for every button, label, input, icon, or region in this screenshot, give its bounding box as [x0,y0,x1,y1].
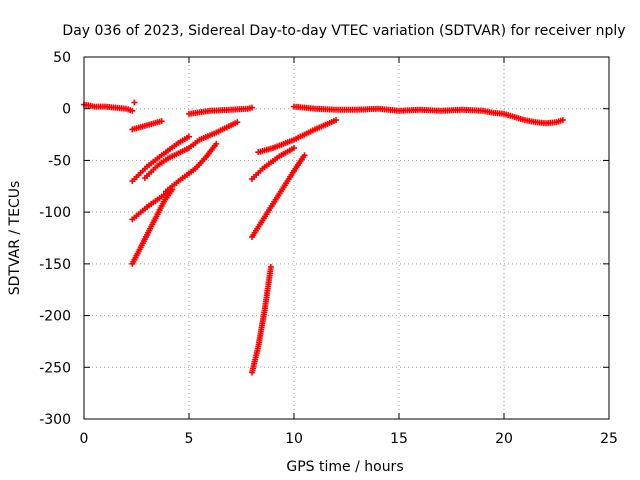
x-tick-label: 25 [600,431,618,447]
x-tick-label: 20 [495,431,513,447]
data-point [158,118,165,125]
data-point [333,117,339,124]
data-point [559,117,566,124]
data-point [249,104,255,111]
x-tick-label: 15 [390,431,408,447]
data-point [301,152,308,159]
y-tick-label: -200 [39,309,71,325]
data-point [213,140,220,147]
y-axis-label: SDTVAR / TECUs [7,181,23,296]
data-segment [249,263,274,376]
plot-frame [83,56,610,420]
grid-lines [84,57,609,419]
data-segment [162,140,220,195]
data-segment [81,101,136,114]
data-segment [129,133,192,185]
data-series [81,99,566,376]
data-segment [131,99,138,106]
x-tick-label: 5 [185,431,194,447]
data-segment [255,117,339,156]
data-point [291,145,297,152]
data-point [234,119,241,126]
y-tick-label: -250 [39,360,71,376]
data-segment [249,152,308,240]
y-tick-label: -50 [48,153,71,169]
data-point [267,263,274,270]
data-segment [141,119,241,182]
chart-title: Day 036 of 2023, Sidereal Day-to-day VTE… [62,23,625,39]
data-point [129,107,136,114]
x-axis-label: GPS time / hours [286,459,403,475]
y-tick-label: -150 [39,257,71,273]
data-segment [291,103,566,127]
axis-ticks: 50 0 -50 -100 -150 -200 -250 -300 0 5 10 15 20 25 [39,50,618,447]
data-point [186,133,192,140]
data-segment [186,104,255,117]
data-segment [129,118,165,133]
x-tick-label: 0 [80,431,89,447]
y-tick-label: 50 [53,50,71,66]
y-tick-label: -300 [39,412,71,428]
data-segment [129,186,176,267]
data-segment [249,145,297,183]
x-tick-label: 10 [285,431,303,447]
y-tick-label: 0 [62,102,71,118]
data-point [131,99,138,106]
y-tick-label: -100 [39,205,71,221]
